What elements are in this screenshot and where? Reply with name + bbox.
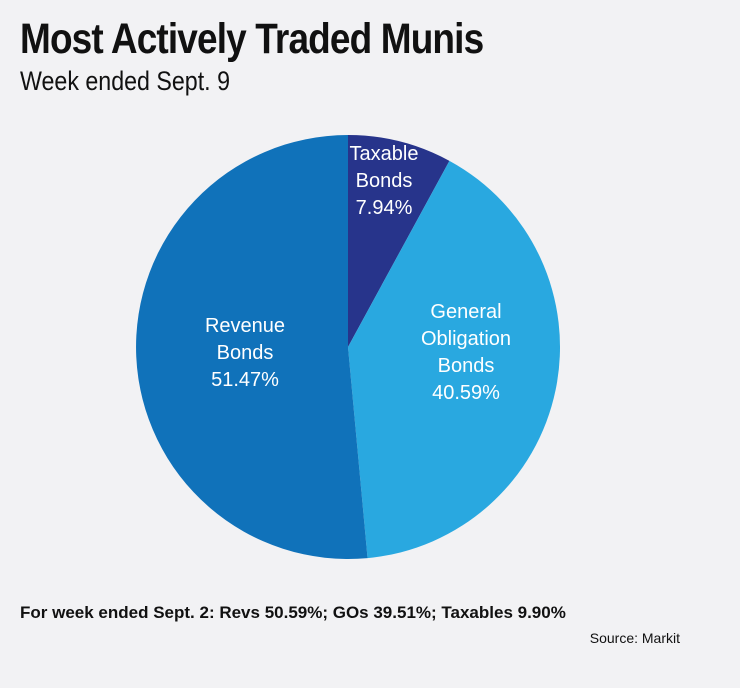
slice-label-taxable-bonds: Taxable — [350, 143, 419, 165]
slice-label-revenue-bonds: Bonds — [217, 342, 274, 364]
slice-label-general-obligation-bonds: Bonds — [438, 355, 495, 377]
slice-value-taxable-bonds: 7.94% — [356, 197, 413, 219]
slice-value-general-obligation-bonds: 40.59% — [432, 382, 500, 404]
pie-slice-revenue-bonds — [136, 135, 368, 559]
chart-subtitle: Week ended Sept. 9 — [20, 66, 231, 96]
pie-chart: Taxable Bonds 7.94% General Obligation Bonds 4… — [136, 135, 561, 559]
slice-label-revenue-bonds: Revenue — [205, 315, 285, 337]
source-note: Source: Markit — [589, 630, 680, 646]
footnote: For week ended Sept. 2: Revs 50.59%; GOs… — [20, 603, 566, 622]
chart-title: Most Actively Traded Munis — [20, 15, 484, 63]
slice-label-general-obligation-bonds: General — [430, 301, 501, 323]
pie-slice-general-obligation-bonds — [348, 160, 561, 559]
slice-label-taxable-bonds: Bonds — [356, 170, 413, 192]
pie-slice-taxable-bonds — [348, 135, 450, 347]
slice-label-general-obligation-bonds: Obligation — [421, 328, 511, 350]
slice-value-revenue-bonds: 51.47% — [211, 369, 279, 391]
